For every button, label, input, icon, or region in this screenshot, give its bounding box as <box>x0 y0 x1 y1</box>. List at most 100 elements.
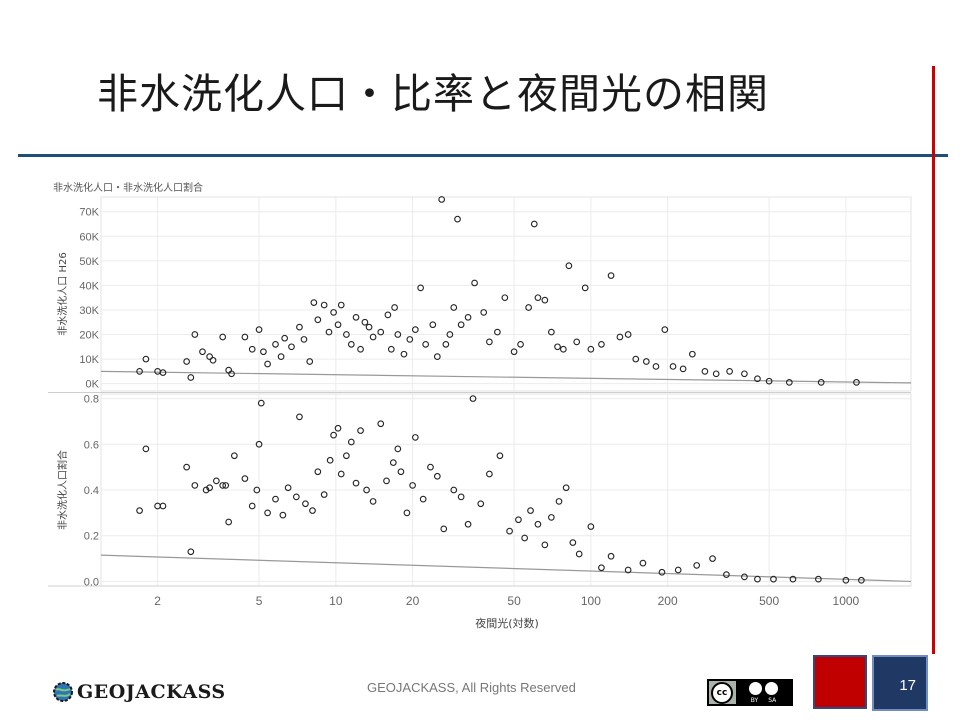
data-point <box>565 262 573 270</box>
data-point <box>206 353 213 360</box>
data-point <box>292 493 300 501</box>
data-point <box>384 311 392 319</box>
data-point <box>853 379 860 386</box>
x-axis-label: 夜間光(対数) <box>475 616 539 630</box>
data-point <box>183 463 190 471</box>
data-point <box>347 438 355 446</box>
data-point <box>815 575 822 583</box>
data-point <box>548 514 555 521</box>
data-point <box>506 527 513 535</box>
data-point <box>486 338 493 346</box>
data-point <box>255 440 263 448</box>
data-point <box>442 340 450 348</box>
data-point <box>661 326 669 333</box>
cc-icon: cc <box>711 681 733 704</box>
data-point <box>616 333 624 341</box>
data-point <box>363 486 370 494</box>
y-tick-label: 0.8 <box>84 394 99 406</box>
data-point <box>183 358 190 365</box>
data-point <box>712 370 720 378</box>
data-point <box>785 379 793 386</box>
data-point <box>642 358 650 365</box>
data-point <box>559 345 567 353</box>
data-point <box>288 343 295 351</box>
data-point <box>394 331 402 338</box>
data-point <box>343 452 350 460</box>
data-point <box>277 353 285 360</box>
data-point <box>337 470 345 478</box>
data-point <box>429 321 437 329</box>
data-point <box>709 555 716 562</box>
data-point <box>159 369 167 376</box>
data-point <box>411 326 419 333</box>
data-point <box>222 482 230 489</box>
data-point <box>225 366 233 374</box>
x-tick-label: 1000 <box>833 594 860 608</box>
data-point <box>471 279 478 287</box>
data-point <box>136 507 143 514</box>
attribution-icon <box>749 682 762 695</box>
data-point <box>674 566 682 574</box>
x-tick-label: 5 <box>256 594 263 608</box>
data-point <box>406 336 414 343</box>
decor-red-box <box>813 655 867 709</box>
y-tick-label: 60K <box>79 231 99 243</box>
data-point <box>419 495 427 503</box>
data-point <box>272 340 279 348</box>
x-tick-label: 2 <box>154 594 161 608</box>
data-point <box>527 507 534 514</box>
y-tick-label: 0.2 <box>84 531 99 543</box>
data-point <box>541 541 549 549</box>
data-point <box>142 355 150 363</box>
x-tick-label: 20 <box>406 594 420 608</box>
data-point <box>486 470 493 478</box>
data-point <box>302 500 309 508</box>
data-point <box>433 353 441 360</box>
data-point <box>296 323 303 331</box>
globe-gear-icon <box>53 682 73 702</box>
data-point <box>639 559 647 567</box>
y-tick-label: 20K <box>79 330 99 342</box>
data-point <box>403 509 411 517</box>
data-point <box>575 550 583 558</box>
data-point <box>284 484 292 492</box>
chart-title: 非水洗化人口・非水洗化人口割合 <box>53 183 203 194</box>
data-point <box>587 345 595 353</box>
data-point <box>554 343 561 351</box>
data-point <box>397 468 405 476</box>
data-point <box>598 564 605 572</box>
data-point <box>422 340 430 348</box>
data-point <box>652 363 660 370</box>
data-point <box>228 370 235 378</box>
data-point <box>723 571 730 578</box>
data-point <box>427 463 434 471</box>
data-point <box>352 479 360 487</box>
y-tick-label: 30K <box>79 305 99 317</box>
data-point <box>464 313 472 321</box>
license-sa-label: SA <box>768 697 777 704</box>
data-point <box>817 379 825 386</box>
data-point <box>187 374 195 381</box>
data-point <box>598 340 605 348</box>
data-point <box>693 562 701 569</box>
data-point <box>454 215 461 223</box>
data-point <box>248 345 256 353</box>
data-point <box>477 500 485 508</box>
side-divider <box>932 66 935 654</box>
data-point <box>457 321 465 329</box>
data-point <box>679 365 687 373</box>
data-point <box>741 573 748 581</box>
data-point <box>219 333 227 341</box>
data-point <box>417 284 424 292</box>
data-point <box>191 331 199 338</box>
data-point <box>300 336 308 343</box>
cc-license-badge[interactable]: cc BY SA <box>707 679 793 706</box>
data-point <box>464 520 472 528</box>
data-point <box>541 296 549 304</box>
data-point <box>142 445 150 453</box>
slide-title: 非水洗化人口・比率と夜間光の相関 <box>97 70 769 118</box>
data-point <box>361 318 369 326</box>
data-point <box>377 328 385 336</box>
data-point <box>309 507 316 514</box>
data-point <box>383 477 390 485</box>
